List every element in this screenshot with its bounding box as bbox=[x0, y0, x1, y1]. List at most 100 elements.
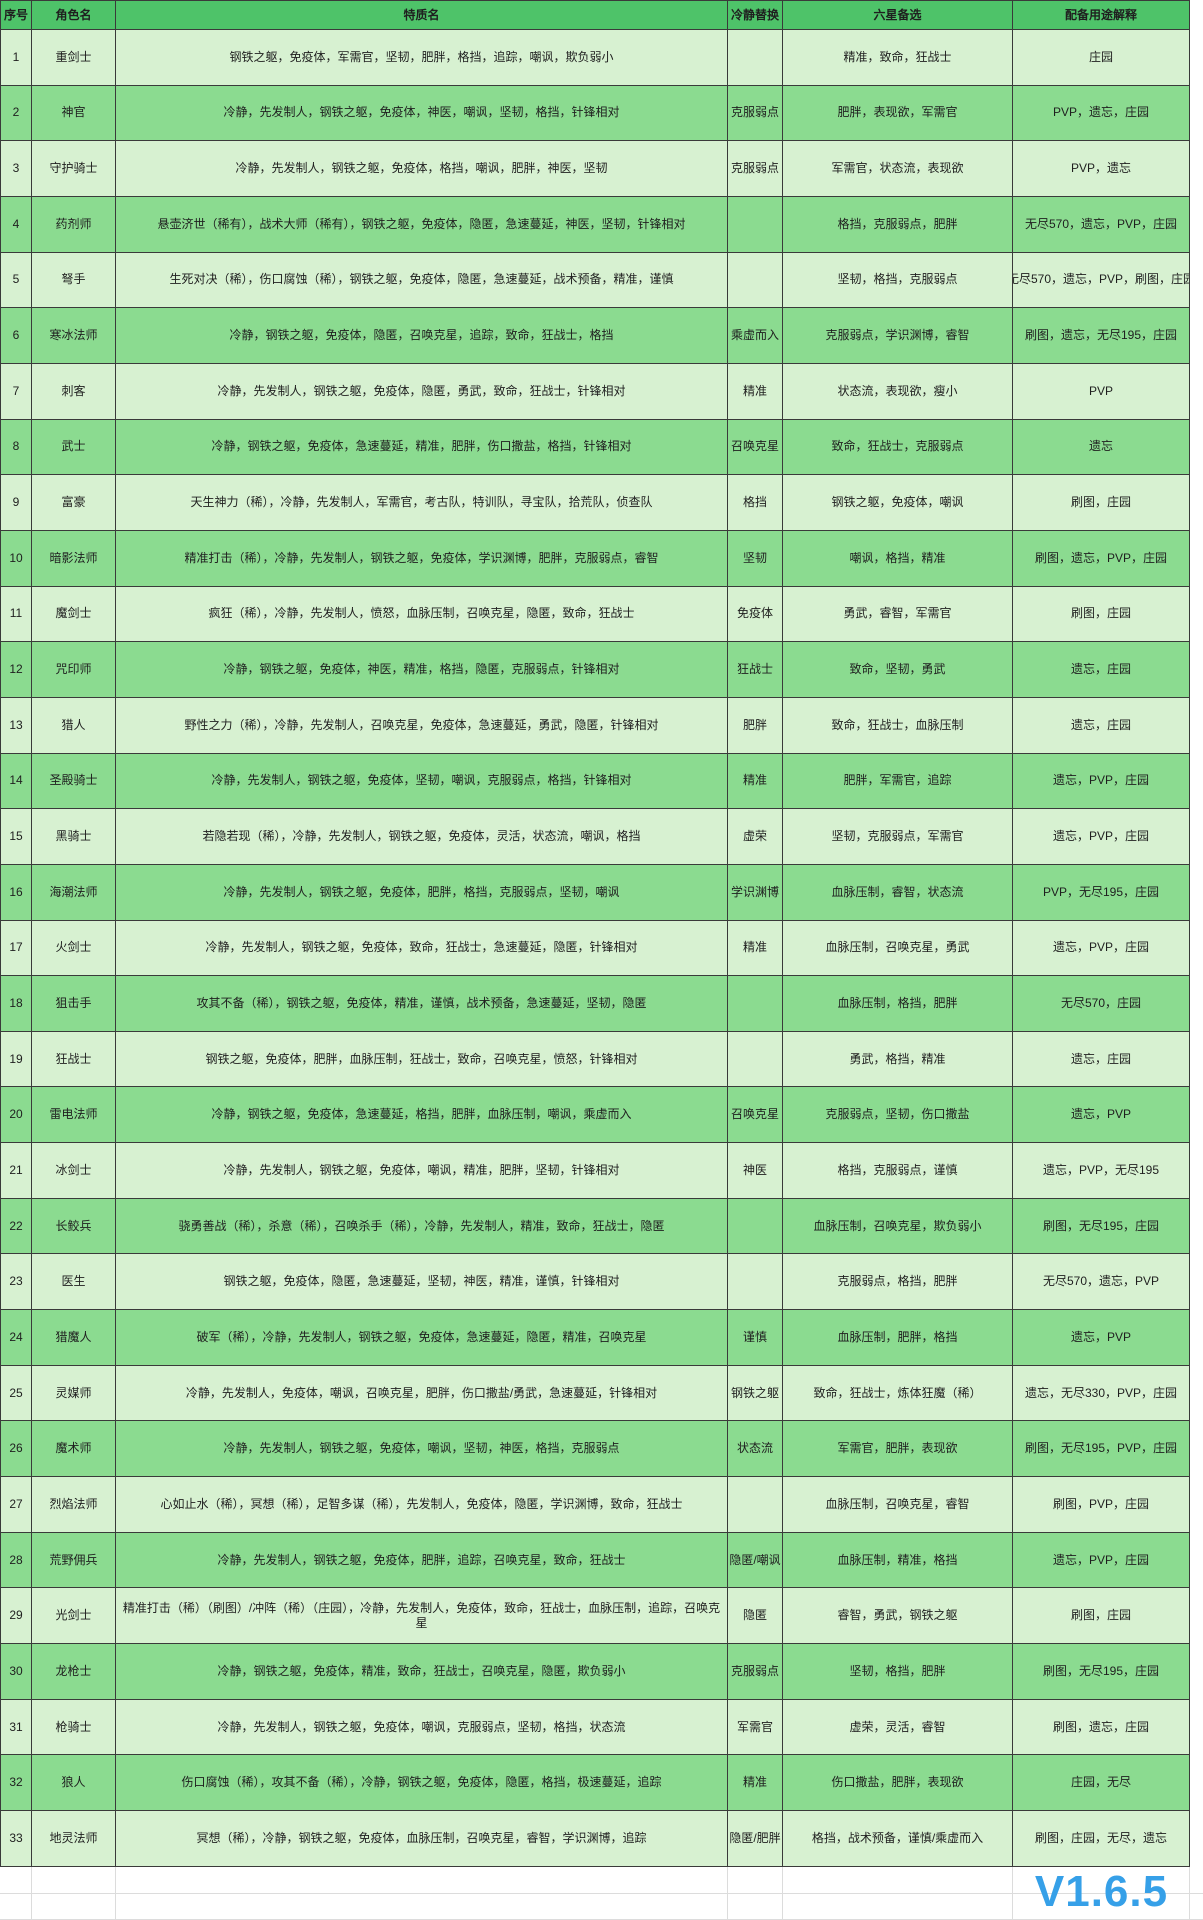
row-number-cell[interactable]: 7 bbox=[1, 363, 32, 420]
six-star-cell[interactable]: 军需官，肥胖，表现欲 bbox=[783, 1421, 1013, 1478]
calm-replacement-cell[interactable]: 军需官 bbox=[728, 1699, 783, 1756]
calm-replacement-cell[interactable]: 神医 bbox=[728, 1143, 783, 1199]
row-number-cell[interactable]: 24 bbox=[1, 1310, 32, 1366]
traits-cell[interactable]: 钢铁之躯，免疫体，隐匿，急速蔓延，坚韧，神医，精准，谨慎，针锋相对 bbox=[116, 1254, 728, 1311]
usage-cell[interactable]: 遗忘，PVP，庄园 bbox=[1013, 1532, 1190, 1589]
six-star-cell[interactable]: 肥胖，表现欲，军需官 bbox=[783, 85, 1013, 142]
usage-cell[interactable]: 遗忘，无尽330，PVP，庄园 bbox=[1013, 1365, 1190, 1422]
row-number-cell[interactable]: 18 bbox=[1, 976, 32, 1032]
traits-cell[interactable]: 攻其不备（稀），钢铁之躯，免疫体，精准，谨慎，战术预备，急速蔓延，坚韧，隐匿 bbox=[116, 976, 728, 1032]
usage-cell[interactable]: 刷图，遗忘，无尽195，庄园 bbox=[1013, 308, 1190, 364]
traits-cell[interactable]: 心如止水（稀），冥想（稀），足智多谋（稀），先发制人，免疫体，隐匿，学识渊博，致… bbox=[116, 1477, 728, 1533]
usage-cell[interactable]: 刷图，遗忘，庄园 bbox=[1013, 1699, 1190, 1756]
traits-cell[interactable]: 冥想（稀），冷静，钢铁之躯，免疫体，血脉压制，召唤克星，睿智，学识渊博，追踪 bbox=[116, 1811, 728, 1867]
six-star-cell[interactable]: 伤口撒盐，肥胖，表现欲 bbox=[783, 1755, 1013, 1811]
calm-replacement-cell[interactable] bbox=[728, 1031, 783, 1088]
six-star-cell[interactable]: 血脉压制，格挡，肥胖 bbox=[783, 976, 1013, 1032]
row-number-cell[interactable]: 9 bbox=[1, 475, 32, 531]
traits-cell[interactable]: 骁勇善战（稀），杀意（稀），召唤杀手（稀），冷静，先发制人，精准，致命，狂战士，… bbox=[116, 1198, 728, 1255]
calm-replacement-cell[interactable] bbox=[728, 1198, 783, 1255]
usage-cell[interactable]: 刷图，庄园 bbox=[1013, 475, 1190, 531]
traits-cell[interactable]: 冷静，先发制人，钢铁之躯，免疫体，神医，嘲讽，坚韧，格挡，针锋相对 bbox=[116, 85, 728, 142]
six-star-cell[interactable]: 勇武，睿智，军需官 bbox=[783, 586, 1013, 643]
traits-cell[interactable]: 冷静，先发制人，钢铁之躯，免疫体，坚韧，嘲讽，克服弱点，格挡，针锋相对 bbox=[116, 753, 728, 810]
row-number-cell[interactable]: 17 bbox=[1, 920, 32, 977]
traits-cell[interactable]: 冷静，先发制人，钢铁之躯，免疫体，嘲讽，精准，肥胖，坚韧，针锋相对 bbox=[116, 1143, 728, 1199]
six-star-cell[interactable]: 嘲讽，格挡，精准 bbox=[783, 530, 1013, 587]
usage-cell[interactable]: 无尽570，庄园 bbox=[1013, 976, 1190, 1032]
traits-cell[interactable]: 野性之力（稀），冷静，先发制人，召唤克星，免疫体，急速蔓延，勇武，隐匿，针锋相对 bbox=[116, 697, 728, 754]
character-name-cell[interactable]: 光剑士 bbox=[32, 1588, 116, 1645]
row-number-cell[interactable]: 25 bbox=[1, 1365, 32, 1422]
row-number-cell[interactable]: 1 bbox=[1, 30, 32, 86]
traits-cell[interactable]: 破军（稀），冷静，先发制人，钢铁之躯，免疫体，急速蔓延，隐匿，精准，召唤克星 bbox=[116, 1310, 728, 1366]
row-number-cell[interactable]: 23 bbox=[1, 1254, 32, 1311]
calm-replacement-cell[interactable] bbox=[728, 252, 783, 309]
character-name-cell[interactable]: 黑骑士 bbox=[32, 809, 116, 865]
calm-replacement-cell[interactable] bbox=[728, 1254, 783, 1311]
traits-cell[interactable]: 钢铁之躯，免疫体，军需官，坚韧，肥胖，格挡，追踪，嘲讽，欺负弱小 bbox=[116, 30, 728, 86]
six-star-cell[interactable]: 血脉压制，睿智，状态流 bbox=[783, 864, 1013, 921]
character-name-cell[interactable]: 守护骑士 bbox=[32, 141, 116, 197]
six-star-cell[interactable]: 致命，狂战士，克服弱点 bbox=[783, 419, 1013, 476]
calm-replacement-cell[interactable]: 克服弱点 bbox=[728, 1644, 783, 1700]
calm-replacement-cell[interactable]: 精准 bbox=[728, 753, 783, 810]
usage-cell[interactable]: 遗忘，庄园 bbox=[1013, 697, 1190, 754]
six-star-cell[interactable]: 格挡，战术预备，谨慎/乘虚而入 bbox=[783, 1811, 1013, 1867]
calm-replacement-cell[interactable]: 精准 bbox=[728, 1755, 783, 1811]
calm-replacement-cell[interactable]: 钢铁之躯 bbox=[728, 1365, 783, 1422]
usage-cell[interactable]: 无尽570，遗忘，PVP，庄园 bbox=[1013, 196, 1190, 253]
character-name-cell[interactable]: 火剑士 bbox=[32, 920, 116, 977]
traits-cell[interactable]: 精准打击（稀）（刷图）/冲阵（稀）（庄园），冷静，先发制人，免疫体，致命，狂战士… bbox=[116, 1588, 728, 1645]
six-star-cell[interactable]: 坚韧，格挡，肥胖 bbox=[783, 1644, 1013, 1700]
character-name-cell[interactable]: 重剑士 bbox=[32, 30, 116, 86]
character-name-cell[interactable]: 刺客 bbox=[32, 363, 116, 420]
header-cell-calm-replacement[interactable]: 冷静替换 bbox=[728, 1, 783, 30]
row-number-cell[interactable]: 20 bbox=[1, 1087, 32, 1144]
calm-replacement-cell[interactable] bbox=[728, 1477, 783, 1533]
calm-replacement-cell[interactable]: 谨慎 bbox=[728, 1310, 783, 1366]
header-cell-traits[interactable]: 特质名 bbox=[116, 1, 728, 30]
usage-cell[interactable]: 无尽570，遗忘，PVP，刷图，庄园 bbox=[1013, 252, 1190, 309]
traits-cell[interactable]: 若隐若现（稀），冷静，先发制人，钢铁之躯，免疫体，灵活，状态流，嘲讽，格挡 bbox=[116, 809, 728, 865]
row-number-cell[interactable]: 6 bbox=[1, 308, 32, 364]
traits-cell[interactable]: 冷静，钢铁之躯，免疫体，急速蔓延，格挡，肥胖，血脉压制，嘲讽，乘虚而入 bbox=[116, 1087, 728, 1144]
character-name-cell[interactable]: 海潮法师 bbox=[32, 864, 116, 921]
row-number-cell[interactable]: 11 bbox=[1, 586, 32, 643]
traits-cell[interactable]: 冷静，先发制人，钢铁之躯，免疫体，肥胖，格挡，克服弱点，坚韧，嘲讽 bbox=[116, 864, 728, 921]
calm-replacement-cell[interactable]: 隐匿/肥胖 bbox=[728, 1811, 783, 1867]
traits-cell[interactable]: 冷静，先发制人，免疫体，嘲讽，召唤克星，肥胖，伤口撒盐/勇武，急速蔓延，针锋相对 bbox=[116, 1365, 728, 1422]
six-star-cell[interactable]: 钢铁之躯，免疫体，嘲讽 bbox=[783, 475, 1013, 531]
usage-cell[interactable]: 庄园 bbox=[1013, 30, 1190, 86]
row-number-cell[interactable]: 30 bbox=[1, 1644, 32, 1700]
row-number-cell[interactable]: 32 bbox=[1, 1755, 32, 1811]
character-name-cell[interactable]: 弩手 bbox=[32, 252, 116, 309]
row-number-cell[interactable]: 4 bbox=[1, 196, 32, 253]
traits-cell[interactable]: 伤口腐蚀（稀），攻其不备（稀），冷静，钢铁之躯，免疫体，隐匿，格挡，极速蔓延，追… bbox=[116, 1755, 728, 1811]
character-name-cell[interactable]: 地灵法师 bbox=[32, 1811, 116, 1867]
usage-cell[interactable]: 遗忘，PVP，庄园 bbox=[1013, 753, 1190, 810]
six-star-cell[interactable]: 克服弱点，坚韧，伤口撒盐 bbox=[783, 1087, 1013, 1144]
usage-cell[interactable]: 刷图，无尽195，PVP，庄园 bbox=[1013, 1421, 1190, 1478]
row-number-cell[interactable]: 2 bbox=[1, 85, 32, 142]
calm-replacement-cell[interactable]: 肥胖 bbox=[728, 697, 783, 754]
calm-replacement-cell[interactable] bbox=[728, 976, 783, 1032]
character-name-cell[interactable]: 雷电法师 bbox=[32, 1087, 116, 1144]
row-number-cell[interactable]: 8 bbox=[1, 419, 32, 476]
usage-cell[interactable]: 遗忘，PVP bbox=[1013, 1087, 1190, 1144]
character-name-cell[interactable]: 医生 bbox=[32, 1254, 116, 1311]
usage-cell[interactable]: 遗忘，PVP，庄园 bbox=[1013, 809, 1190, 865]
calm-replacement-cell[interactable]: 虚荣 bbox=[728, 809, 783, 865]
usage-cell[interactable]: 刷图，庄园，无尽，遗忘 bbox=[1013, 1811, 1190, 1867]
six-star-cell[interactable]: 睿智，勇武，钢铁之躯 bbox=[783, 1588, 1013, 1645]
header-cell-index[interactable]: 序号 bbox=[1, 1, 32, 30]
traits-cell[interactable]: 冷静，先发制人，钢铁之躯，免疫体，致命，狂战士，急速蔓延，隐匿，针锋相对 bbox=[116, 920, 728, 977]
character-name-cell[interactable]: 药剂师 bbox=[32, 196, 116, 253]
row-number-cell[interactable]: 21 bbox=[1, 1143, 32, 1199]
traits-cell[interactable]: 冷静，先发制人，钢铁之躯，免疫体，隐匿，勇武，致命，狂战士，针锋相对 bbox=[116, 363, 728, 420]
row-number-cell[interactable]: 13 bbox=[1, 697, 32, 754]
six-star-cell[interactable]: 血脉压制，召唤克星，睿智 bbox=[783, 1477, 1013, 1533]
usage-cell[interactable]: PVP bbox=[1013, 363, 1190, 420]
character-name-cell[interactable]: 暗影法师 bbox=[32, 530, 116, 587]
calm-replacement-cell[interactable]: 格挡 bbox=[728, 475, 783, 531]
